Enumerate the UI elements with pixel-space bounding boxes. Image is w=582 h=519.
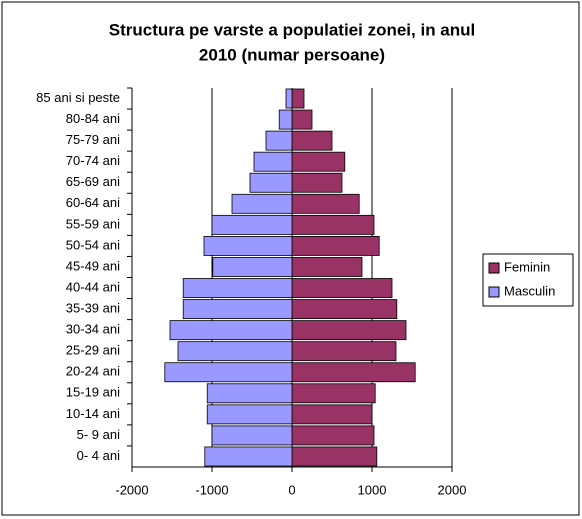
bar bbox=[291, 341, 397, 362]
bar bbox=[203, 235, 293, 256]
bar bbox=[291, 278, 393, 298]
legend-label: Masculin bbox=[504, 283, 555, 298]
y-tick-label: 5- 9 ani bbox=[77, 427, 120, 442]
y-tick-label: 70-74 ani bbox=[66, 153, 120, 168]
y-tick-label: 15-19 ani bbox=[66, 385, 120, 400]
y-tick-label: 80-84 ani bbox=[66, 111, 120, 126]
bar bbox=[291, 320, 407, 341]
bar bbox=[206, 383, 293, 404]
x-tick-label: -1000 bbox=[195, 482, 228, 497]
y-tick-label: 60-64 ani bbox=[66, 195, 120, 210]
bar bbox=[291, 172, 343, 193]
legend-swatch bbox=[488, 286, 500, 298]
legend-swatch bbox=[488, 262, 500, 274]
bar bbox=[285, 88, 293, 109]
y-tick-label: 75-79 ani bbox=[66, 132, 120, 147]
bar bbox=[291, 214, 375, 235]
y-tick-label: 45-49 ani bbox=[66, 258, 120, 273]
chart-title: 2010 (numar persoane) bbox=[199, 45, 385, 64]
bar bbox=[164, 362, 293, 383]
y-tick-label: 10-14 ani bbox=[66, 406, 120, 421]
bar bbox=[291, 299, 398, 320]
x-tick-label: 1000 bbox=[358, 482, 387, 497]
bar bbox=[211, 214, 293, 235]
x-tick-label: -2000 bbox=[115, 482, 148, 497]
bar bbox=[291, 109, 313, 130]
y-tick-label: 0- 4 ani bbox=[77, 448, 120, 463]
bar bbox=[253, 151, 293, 172]
bar bbox=[278, 109, 293, 130]
bar bbox=[291, 362, 416, 383]
bar bbox=[265, 130, 293, 151]
y-tick-label: 20-24 ani bbox=[66, 364, 120, 379]
x-tick-label: 2000 bbox=[438, 482, 467, 497]
bar bbox=[291, 235, 380, 256]
bar bbox=[291, 130, 333, 151]
bar bbox=[231, 193, 293, 214]
bar bbox=[291, 425, 375, 446]
bar bbox=[182, 278, 293, 298]
y-tick-label: 25-29 ani bbox=[66, 343, 120, 358]
bar bbox=[291, 88, 305, 109]
bar bbox=[291, 404, 373, 425]
y-tick-label: 55-59 ani bbox=[66, 216, 120, 231]
y-tick-label: 30-34 ani bbox=[66, 322, 120, 337]
bar bbox=[206, 404, 293, 425]
bar bbox=[182, 299, 293, 320]
bar bbox=[211, 425, 293, 446]
y-tick-label: 85 ani si peste bbox=[36, 90, 120, 105]
bar bbox=[291, 193, 360, 214]
y-tick-label: 50-54 ani bbox=[66, 237, 120, 252]
y-tick-label: 65-69 ani bbox=[66, 174, 120, 189]
bar bbox=[177, 341, 293, 362]
legend-label: Feminin bbox=[504, 259, 550, 274]
bar bbox=[204, 446, 293, 467]
x-tick-label: 0 bbox=[288, 482, 295, 497]
y-tick-label: 40-44 ani bbox=[66, 279, 120, 294]
bar bbox=[249, 172, 293, 193]
bar bbox=[212, 257, 293, 277]
bar bbox=[291, 257, 363, 277]
chart-title: Structura pe varste a populatiei zonei, … bbox=[109, 20, 476, 39]
bar bbox=[291, 446, 378, 467]
y-tick-label: 35-39 ani bbox=[66, 301, 120, 316]
bar bbox=[291, 151, 346, 172]
bar bbox=[291, 383, 376, 404]
bar bbox=[169, 320, 293, 341]
